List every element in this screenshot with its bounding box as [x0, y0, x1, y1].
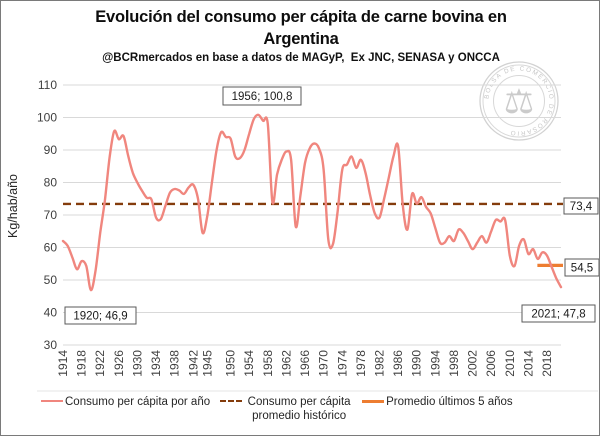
x-tick-label: 1986 — [391, 350, 405, 377]
x-tick-label: 1994 — [428, 350, 442, 377]
x-tick-label: 2006 — [484, 350, 498, 377]
x-tick-label: 1970 — [317, 350, 331, 377]
gridlines — [63, 84, 561, 346]
watermark-seal: BOLSA DE COMERCIO DE ROSARIO⚖ — [479, 61, 559, 141]
svg-text:1920; 46,9: 1920; 46,9 — [73, 311, 127, 323]
x-tick-label: 1958 — [261, 350, 275, 377]
y-tick-label: 110 — [38, 78, 57, 92]
x-tick-label: 1945 — [200, 350, 214, 377]
legend-label: Consumo per cápita por año — [65, 396, 211, 408]
svg-text:1956; 100,8: 1956; 100,8 — [232, 91, 293, 103]
chart-legend: Consumo per cápita por año Consumo per c… — [41, 395, 597, 423]
x-tick-label: 1926 — [112, 350, 126, 377]
x-tick-label: 1966 — [298, 350, 312, 377]
x-tick-label: 1954 — [242, 350, 256, 377]
x-tick-label: 1962 — [279, 350, 293, 377]
x-tick-label: 1974 — [335, 350, 349, 377]
x-tick-label: 1938 — [168, 350, 182, 377]
legend-label: Consumo per cápita promedio histórico — [247, 396, 351, 422]
x-tick-label: 2014 — [521, 350, 535, 377]
x-tick-label: 2018 — [540, 350, 554, 377]
y-tick-label: 90 — [44, 143, 58, 157]
x-axis: 1914 1918 1922 1926 1930 1934 1938 1942 1945 1950… — [56, 350, 554, 377]
y-tick-label: 70 — [44, 208, 58, 222]
x-tick-label: 1978 — [354, 350, 368, 377]
y-tick-label: 60 — [44, 241, 58, 255]
svg-text:73,4: 73,4 — [570, 201, 593, 213]
x-tick-label: 1998 — [447, 350, 461, 377]
y-tick-label: 40 — [44, 306, 58, 320]
y-axis-title: Kg/hab/año — [6, 174, 20, 238]
x-tick-label: 1922 — [93, 350, 107, 377]
scales-of-justice-icon: ⚖ — [504, 83, 534, 121]
y-tick-label: 50 — [44, 273, 58, 287]
x-tick-label: 1942 — [186, 350, 200, 377]
line-swatch-icon — [41, 400, 63, 402]
chart-title: Evolución del consumo per cápita de carn… — [95, 8, 507, 48]
legend-item-promedio-historico: Consumo per cápita promedio histórico — [220, 395, 362, 423]
annotation-last5-avg-label: 54,5 — [564, 258, 599, 277]
annotation-historic-avg-label: 73,4 — [563, 197, 599, 215]
annotation-max-point: 1956; 100,8 — [222, 86, 302, 106]
x-tick-label: 1934 — [149, 350, 163, 377]
chart-header: Evolución del consumo per cápita de carn… — [1, 6, 599, 64]
x-tick-label: 2002 — [466, 350, 480, 377]
annotation-min-point: 1920; 46,9 — [64, 306, 137, 325]
svg-text:2021; 47,8: 2021; 47,8 — [531, 309, 585, 321]
y-axis: 30 40 50 60 70 80 90 100 110 Kg/hab/año — [6, 78, 57, 352]
legend-item-consumo-anual: Consumo per cápita por año — [41, 395, 220, 409]
x-tick-label: 1990 — [410, 350, 424, 377]
annotation-last-point: 2021; 47,8 — [521, 304, 596, 323]
chart-subtitle: @BCRmercados en base a datos de MAGyP, E… — [102, 52, 500, 64]
x-tick-label: 2010 — [503, 350, 517, 377]
legend-label: Promedio últimos 5 años — [386, 396, 513, 408]
x-tick-label: 1950 — [224, 350, 238, 377]
x-tick-label: 1982 — [372, 350, 386, 377]
y-tick-label: 30 — [44, 338, 58, 352]
legend-item-promedio-5-anios: Promedio últimos 5 años — [362, 395, 523, 409]
svg-text:54,5: 54,5 — [571, 263, 593, 275]
chart-plot: BOLSA DE COMERCIO DE ROSARIO⚖ 30 40 50 60 70 8… — [6, 61, 599, 392]
y-tick-label: 80 — [44, 176, 58, 190]
x-tick-label: 1918 — [75, 350, 89, 377]
dashed-line-swatch-icon — [220, 400, 243, 402]
x-tick-label: 1914 — [56, 350, 70, 377]
x-tick-label: 1930 — [130, 350, 144, 377]
consumption-series-line — [61, 113, 563, 292]
orange-line-swatch-icon — [362, 400, 385, 403]
y-tick-label: 100 — [37, 111, 57, 125]
